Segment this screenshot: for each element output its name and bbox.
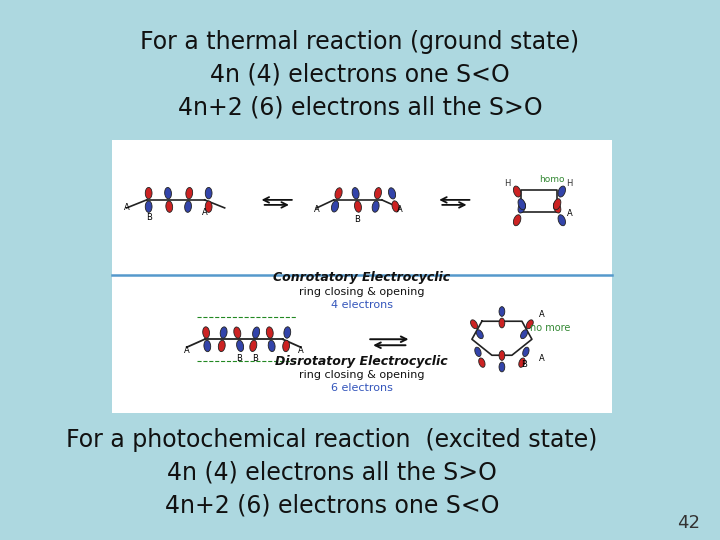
Text: B: B bbox=[521, 360, 527, 369]
Text: A: A bbox=[298, 346, 304, 355]
Ellipse shape bbox=[372, 201, 379, 212]
Ellipse shape bbox=[220, 327, 227, 338]
Ellipse shape bbox=[513, 215, 521, 226]
Ellipse shape bbox=[145, 187, 152, 199]
Text: A: A bbox=[184, 346, 189, 355]
Text: 42: 42 bbox=[677, 514, 700, 532]
Ellipse shape bbox=[284, 327, 291, 338]
Text: For a photochemical reaction  (excited state)
4n (4) electrons all the S>O
4n+2 : For a photochemical reaction (excited st… bbox=[66, 428, 598, 517]
Ellipse shape bbox=[392, 201, 399, 212]
Text: 6 electrons: 6 electrons bbox=[331, 383, 392, 393]
Ellipse shape bbox=[499, 350, 505, 360]
Ellipse shape bbox=[513, 186, 521, 197]
Text: A: A bbox=[539, 354, 545, 363]
Ellipse shape bbox=[518, 202, 526, 213]
Text: Disrotatory Electrocyclic: Disrotatory Electrocyclic bbox=[276, 355, 448, 368]
Ellipse shape bbox=[204, 340, 211, 352]
Ellipse shape bbox=[518, 199, 526, 210]
Ellipse shape bbox=[205, 201, 212, 212]
Text: B: B bbox=[145, 213, 152, 222]
Bar bbox=[112, 140, 612, 413]
Text: A: A bbox=[567, 209, 572, 218]
Ellipse shape bbox=[499, 318, 505, 328]
Ellipse shape bbox=[354, 201, 361, 212]
Text: ring closing & opening: ring closing & opening bbox=[299, 287, 425, 297]
Ellipse shape bbox=[184, 201, 192, 212]
Ellipse shape bbox=[471, 320, 477, 329]
Ellipse shape bbox=[145, 201, 152, 212]
Text: H: H bbox=[504, 179, 510, 188]
Ellipse shape bbox=[283, 340, 289, 352]
Ellipse shape bbox=[558, 215, 565, 226]
Text: B: B bbox=[235, 354, 242, 363]
Text: A: A bbox=[539, 310, 545, 319]
Text: 4 electrons: 4 electrons bbox=[330, 300, 393, 310]
Ellipse shape bbox=[253, 327, 260, 338]
Ellipse shape bbox=[558, 186, 565, 197]
Ellipse shape bbox=[479, 358, 485, 367]
Ellipse shape bbox=[203, 327, 210, 338]
Ellipse shape bbox=[519, 358, 525, 367]
Ellipse shape bbox=[166, 201, 173, 212]
Text: no more: no more bbox=[530, 323, 570, 333]
Ellipse shape bbox=[205, 187, 212, 199]
Ellipse shape bbox=[186, 187, 193, 199]
Ellipse shape bbox=[554, 202, 561, 213]
Text: A: A bbox=[314, 205, 320, 214]
Ellipse shape bbox=[521, 330, 528, 339]
Ellipse shape bbox=[499, 362, 505, 372]
Text: B: B bbox=[354, 215, 360, 224]
Ellipse shape bbox=[335, 188, 342, 199]
Ellipse shape bbox=[352, 187, 359, 199]
Ellipse shape bbox=[165, 187, 171, 199]
Ellipse shape bbox=[234, 327, 240, 338]
Text: A: A bbox=[124, 203, 130, 212]
Text: B: B bbox=[252, 354, 258, 363]
Ellipse shape bbox=[218, 340, 225, 352]
Ellipse shape bbox=[266, 327, 273, 338]
Ellipse shape bbox=[269, 340, 275, 352]
Text: homo: homo bbox=[539, 175, 564, 184]
Text: A: A bbox=[397, 205, 402, 214]
Ellipse shape bbox=[526, 320, 534, 329]
Text: Conrotatory Electrocyclic: Conrotatory Electrocyclic bbox=[273, 271, 451, 285]
Ellipse shape bbox=[523, 347, 529, 356]
Ellipse shape bbox=[477, 330, 483, 339]
Ellipse shape bbox=[389, 188, 395, 199]
Text: ring closing & opening: ring closing & opening bbox=[299, 370, 425, 380]
Text: For a thermal reaction (ground state)
4n (4) electrons one S<O
4n+2 (6) electron: For a thermal reaction (ground state) 4n… bbox=[140, 30, 580, 119]
Ellipse shape bbox=[474, 347, 481, 356]
Ellipse shape bbox=[331, 201, 338, 212]
Text: H: H bbox=[566, 179, 572, 188]
Ellipse shape bbox=[237, 340, 243, 352]
Ellipse shape bbox=[499, 307, 505, 316]
Ellipse shape bbox=[250, 340, 257, 352]
Text: A: A bbox=[202, 208, 207, 217]
Ellipse shape bbox=[374, 187, 382, 199]
Ellipse shape bbox=[554, 199, 561, 210]
